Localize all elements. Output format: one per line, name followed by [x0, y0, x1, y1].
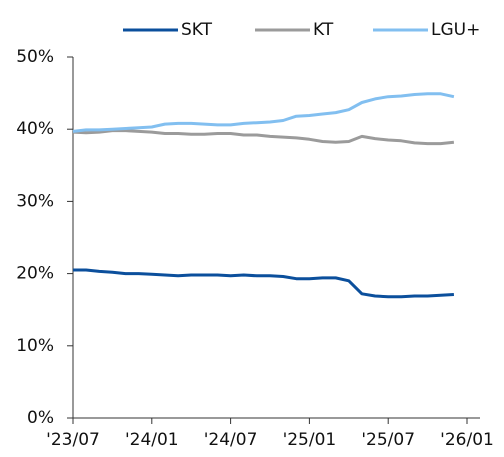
x-tick-label: '23/07: [46, 430, 100, 450]
y-tick-label: 50%: [16, 47, 54, 67]
line: [72, 92, 455, 133]
y-tick-label: 10%: [16, 336, 54, 356]
y-tick-label: 40%: [16, 119, 54, 139]
y-tick-label: 30%: [16, 191, 54, 211]
x-tick-label: '26/01: [440, 430, 494, 450]
x-tick-label: '24/07: [204, 430, 258, 450]
y-tick-label: 0%: [27, 408, 54, 428]
y-tick-label: 20%: [16, 264, 54, 284]
line: [73, 268, 454, 299]
legend-label: KT: [313, 20, 334, 40]
legend-label: LGU+: [431, 20, 480, 40]
line: [72, 129, 455, 146]
x-tick-label: '25/01: [283, 430, 337, 450]
legend-label: SKT: [181, 20, 213, 40]
x-tick-label: '24/01: [125, 430, 179, 450]
x-tick-label: '25/07: [361, 430, 415, 450]
